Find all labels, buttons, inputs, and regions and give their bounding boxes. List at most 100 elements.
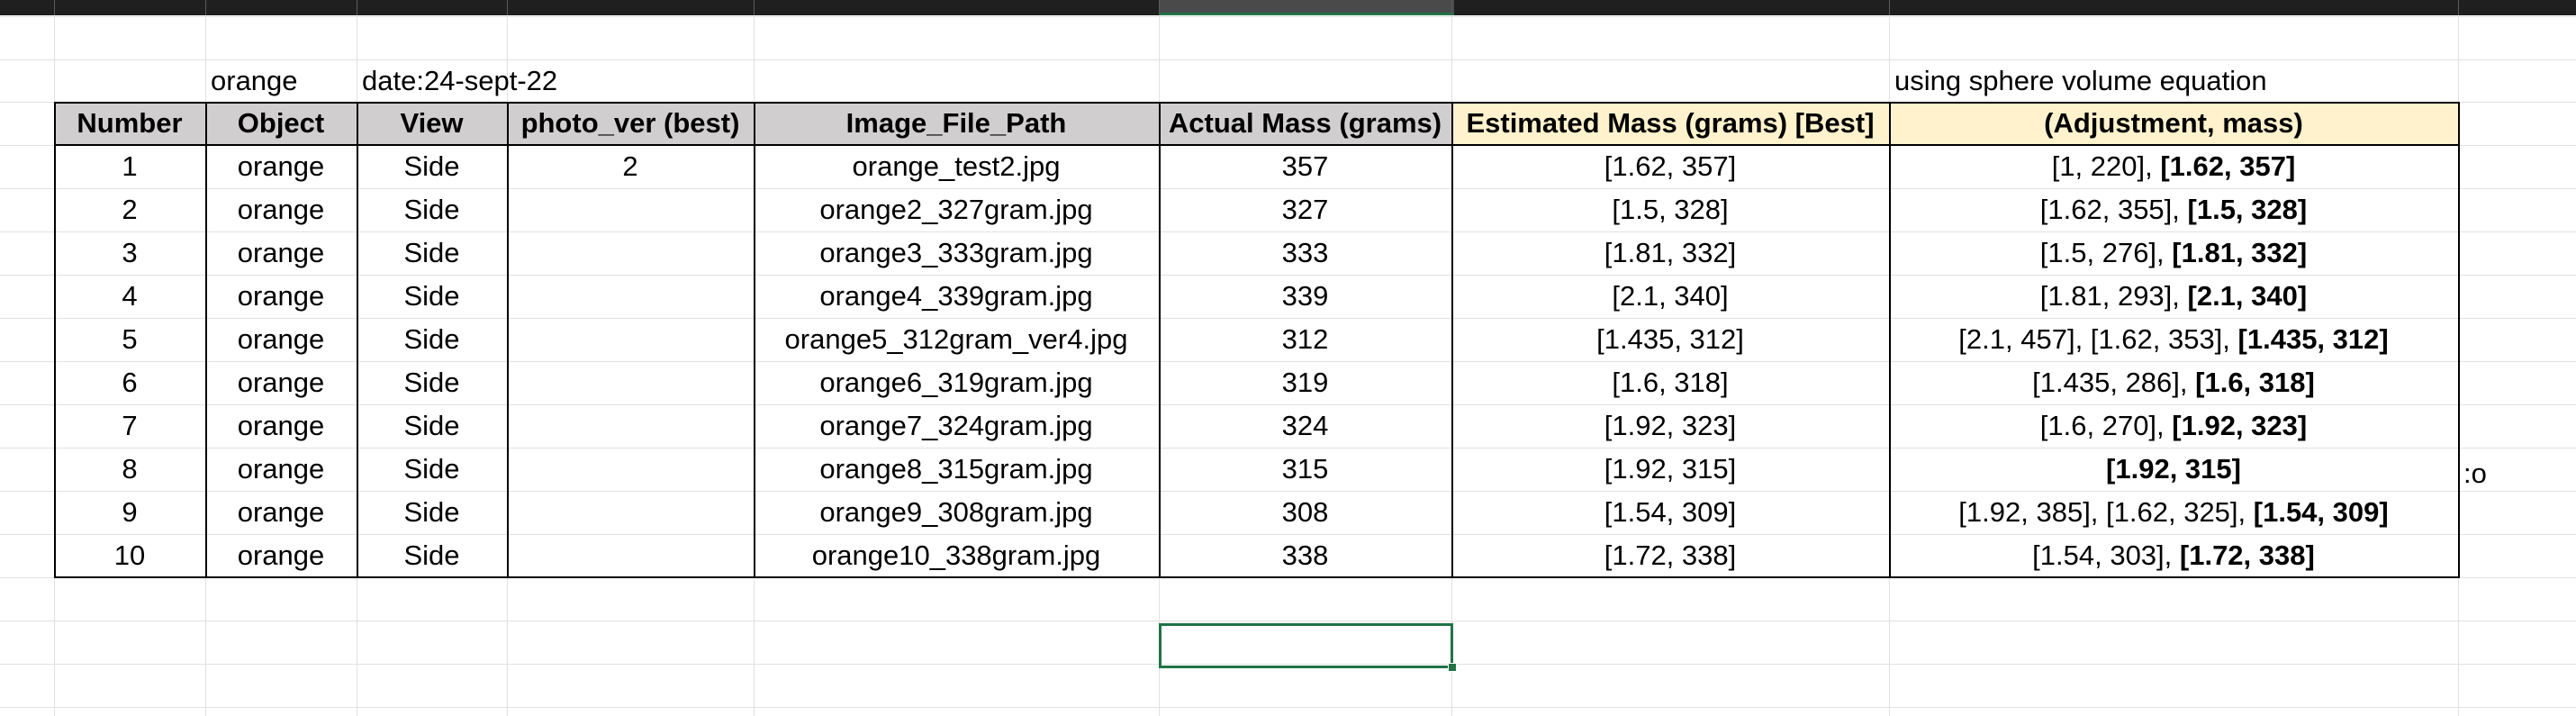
- cell-actual-mass[interactable]: 308: [1281, 496, 1329, 528]
- cell-photo-ver[interactable]: [507, 231, 754, 275]
- cell-view[interactable]: Side: [403, 539, 460, 571]
- cell-photo-ver[interactable]: [507, 318, 754, 361]
- cell-view[interactable]: Side: [403, 367, 460, 398]
- cell-number[interactable]: 3: [122, 237, 138, 268]
- header-estimated-mass[interactable]: Estimated Mass (grams) [Best]: [1466, 107, 1875, 139]
- cell-view[interactable]: Side: [403, 237, 460, 268]
- cell-estimated-mass[interactable]: [1.435, 312]: [1596, 323, 1744, 355]
- cell-actual-mass[interactable]: 339: [1281, 280, 1329, 312]
- header-object[interactable]: Object: [237, 107, 325, 139]
- cell-adjustment-mass[interactable]: [1.62, 355], [1.5, 328]: [1889, 188, 2458, 231]
- cell-adjustment-mass[interactable]: [1, 220], [1.62, 357]: [1889, 145, 2458, 188]
- cell-adjustment-mass[interactable]: [1.92, 385], [1.62, 325], [1.54, 309]: [1889, 491, 2458, 534]
- cell-view[interactable]: Side: [403, 150, 460, 182]
- header-photo-ver[interactable]: photo_ver (best): [520, 107, 740, 139]
- cell-actual-mass[interactable]: 312: [1281, 323, 1329, 355]
- cell-estimated-mass[interactable]: [1.54, 309]: [1604, 496, 1737, 528]
- cell-view[interactable]: Side: [403, 496, 460, 528]
- cell-number[interactable]: 7: [122, 410, 138, 441]
- cell-view[interactable]: Side: [403, 194, 460, 225]
- cell-number[interactable]: 6: [122, 367, 138, 398]
- cell-estimated-mass[interactable]: [1.92, 323]: [1604, 410, 1737, 441]
- cell-adjustment-mass[interactable]: [1.54, 303], [1.72, 338]: [1889, 534, 2458, 577]
- fill-handle[interactable]: [1448, 663, 1457, 672]
- cell-object[interactable]: orange: [237, 453, 325, 485]
- cell-image-file-path[interactable]: orange8_315gram.jpg: [819, 453, 1093, 485]
- adjustment-best: [1.62, 357]: [2160, 150, 2296, 182]
- table-border-line: [1451, 102, 1453, 577]
- header-number[interactable]: Number: [77, 107, 183, 139]
- cell-estimated-mass[interactable]: [2.1, 340]: [1612, 280, 1729, 312]
- label-method-note[interactable]: using sphere volume equation: [1894, 65, 2267, 96]
- cell-estimated-mass[interactable]: [1.62, 357]: [1604, 150, 1737, 182]
- cell-photo-ver[interactable]: 2: [622, 150, 638, 182]
- cell-photo-ver[interactable]: [507, 404, 754, 448]
- cell-estimated-mass[interactable]: [1.81, 332]: [1604, 237, 1737, 268]
- selected-column-header[interactable]: [1159, 0, 1454, 15]
- cell-object[interactable]: orange: [237, 237, 325, 268]
- cell-actual-mass[interactable]: 319: [1281, 367, 1329, 398]
- cell-object[interactable]: orange: [237, 194, 325, 225]
- header-adjustment-mass[interactable]: (Adjustment, mass): [2044, 107, 2303, 139]
- cell-number[interactable]: 4: [122, 280, 138, 312]
- cell-number[interactable]: 8: [122, 453, 138, 485]
- table-border-line: [54, 576, 2460, 578]
- cell-actual-mass[interactable]: 324: [1281, 410, 1329, 441]
- cell-image-file-path[interactable]: orange9_308gram.jpg: [819, 496, 1093, 528]
- cell-estimated-mass[interactable]: [1.6, 318]: [1612, 367, 1729, 398]
- cell-actual-mass[interactable]: 357: [1281, 150, 1329, 182]
- cell-object[interactable]: orange: [237, 280, 325, 312]
- cell-adjustment-mass[interactable]: [1.435, 286], [1.6, 318]: [1889, 361, 2458, 404]
- cell-photo-ver[interactable]: [507, 275, 754, 318]
- cell-actual-mass[interactable]: 327: [1281, 194, 1329, 225]
- cell-number[interactable]: 5: [122, 323, 138, 355]
- cell-estimated-mass[interactable]: [1.72, 338]: [1604, 539, 1737, 571]
- cell-photo-ver[interactable]: [507, 448, 754, 491]
- label-date[interactable]: date:24-sept-22: [362, 65, 558, 96]
- cell-image-file-path[interactable]: orange3_333gram.jpg: [819, 237, 1093, 268]
- header-view[interactable]: View: [400, 107, 464, 139]
- cell-photo-ver[interactable]: [507, 491, 754, 534]
- active-cell-selection[interactable]: [1159, 623, 1453, 668]
- cell-number[interactable]: 1: [122, 150, 138, 182]
- cell-adjustment-mass[interactable]: [2.1, 457], [1.62, 353], [1.435, 312]: [1889, 318, 2458, 361]
- cell-image-file-path[interactable]: orange7_324gram.jpg: [819, 410, 1093, 441]
- cell-view[interactable]: Side: [403, 410, 460, 441]
- gridline-horizontal: [0, 491, 2576, 492]
- cell-image-file-path[interactable]: orange2_327gram.jpg: [819, 194, 1093, 225]
- header-actual-mass[interactable]: Actual Mass (grams): [1168, 107, 1442, 139]
- cell-object[interactable]: orange: [237, 539, 325, 571]
- cell-image-file-path[interactable]: orange6_319gram.jpg: [819, 367, 1093, 398]
- cell-object[interactable]: orange: [237, 496, 325, 528]
- cell-photo-ver[interactable]: [507, 361, 754, 404]
- adjustment-history: [1.92, 385], [1.62, 325],: [1958, 496, 2254, 528]
- cell-estimated-mass[interactable]: [1.92, 315]: [1604, 453, 1737, 485]
- cell-actual-mass[interactable]: 315: [1281, 453, 1329, 485]
- cell-adjustment-mass[interactable]: [1.92, 315]: [1889, 448, 2458, 491]
- cell-estimated-mass[interactable]: [1.5, 328]: [1612, 194, 1729, 225]
- cell-view[interactable]: Side: [403, 453, 460, 485]
- cell-image-file-path[interactable]: orange5_312gram_ver4.jpg: [784, 323, 1128, 355]
- cell-adjustment-mass[interactable]: [1.5, 276], [1.81, 332]: [1889, 231, 2458, 275]
- cell-image-file-path[interactable]: orange10_338gram.jpg: [811, 539, 1101, 571]
- cell-actual-mass[interactable]: 338: [1281, 539, 1329, 571]
- cell-number[interactable]: 2: [122, 194, 138, 225]
- cell-object[interactable]: orange: [237, 367, 325, 398]
- label-fruit[interactable]: orange: [211, 65, 298, 96]
- cell-adjustment-mass[interactable]: [1.6, 270], [1.92, 323]: [1889, 404, 2458, 448]
- cell-object[interactable]: orange: [237, 323, 325, 355]
- cell-object[interactable]: orange: [237, 150, 325, 182]
- cell-number[interactable]: 9: [122, 496, 138, 528]
- cell-view[interactable]: Side: [403, 323, 460, 355]
- cell-view[interactable]: Side: [403, 280, 460, 312]
- cell-image-file-path[interactable]: orange_test2.jpg: [852, 150, 1061, 182]
- cell-object[interactable]: orange: [237, 410, 325, 441]
- label-side-note[interactable]: :o: [2463, 458, 2487, 489]
- cell-number[interactable]: 10: [113, 539, 146, 571]
- cell-photo-ver[interactable]: [507, 534, 754, 577]
- cell-actual-mass[interactable]: 333: [1281, 237, 1329, 268]
- cell-adjustment-mass[interactable]: [1.81, 293], [2.1, 340]: [1889, 275, 2458, 318]
- header-image-file-path[interactable]: Image_File_Path: [845, 107, 1067, 139]
- cell-photo-ver[interactable]: [507, 188, 754, 231]
- cell-image-file-path[interactable]: orange4_339gram.jpg: [819, 280, 1093, 312]
